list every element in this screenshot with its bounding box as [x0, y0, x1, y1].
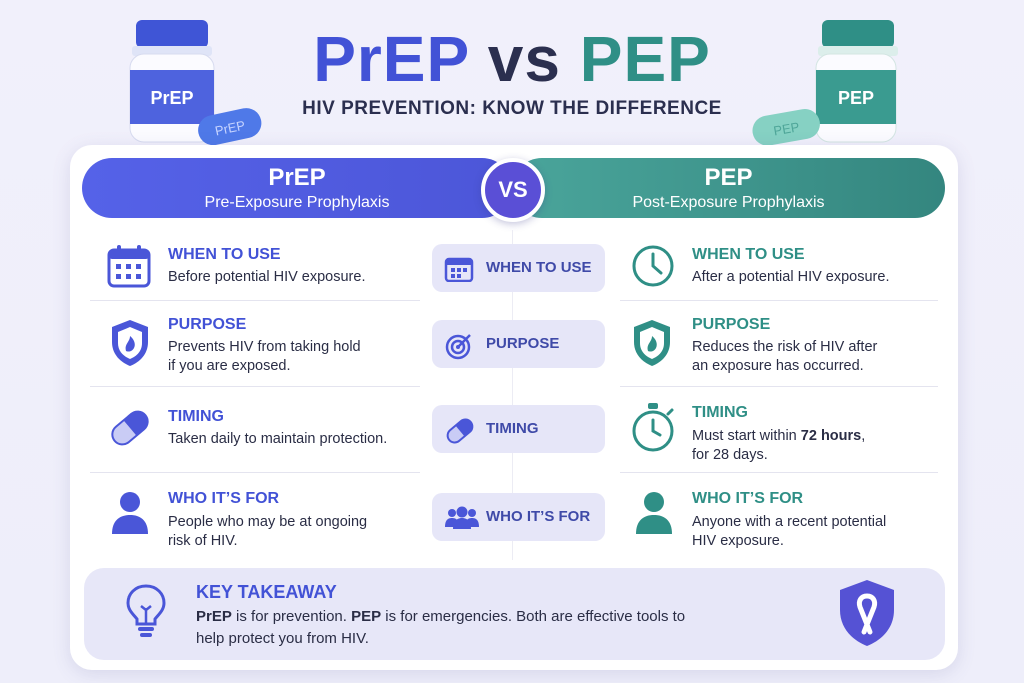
vs-badge: VS [481, 158, 545, 222]
row-label-timing-text: TIMING [486, 420, 539, 437]
prep-who-label: WHO IT’S FOR [168, 490, 280, 507]
target-icon [445, 334, 471, 360]
prep-pill-label: PrEP [214, 118, 247, 139]
shield-icon [112, 320, 148, 366]
pep-timing-label: TIMING [692, 404, 748, 421]
prep-purpose-text-1: Prevents HIV from taking hold [168, 339, 361, 355]
prep-header-name: PrEP [268, 164, 326, 191]
clock-icon [632, 245, 674, 287]
prep-bottle-icon: PrEP PrEP [129, 20, 262, 146]
person-icon [112, 492, 148, 534]
prep-who-text-2: risk of HIV. [168, 533, 238, 549]
pill-icon [111, 410, 149, 446]
takeaway-text-2: help protect you from HIV. [196, 630, 369, 647]
prep-header-full: Pre-Exposure Prophylaxis [204, 194, 390, 211]
calendar-icon [107, 245, 151, 288]
calendar-icon [444, 257, 474, 282]
row-divider [620, 300, 938, 301]
prep-purpose-label: PURPOSE [168, 316, 247, 333]
pep-bottle-label: PEP [838, 88, 874, 108]
pep-bottle-icon: PEP PEP [752, 20, 898, 146]
row-divider [620, 386, 938, 387]
shield-icon [634, 320, 670, 366]
key-takeaway-box [84, 568, 945, 660]
pill-icon [446, 418, 474, 444]
prep-when-text: Before potential HIV exposure. [168, 269, 366, 285]
pep-purpose-text-2: an exposure has occurred. [692, 358, 864, 374]
column-divider [512, 230, 513, 560]
prep-timing-text: Taken daily to maintain protection. [168, 431, 388, 447]
page-subtitle: HIV PREVENTION: KNOW THE DIFFERENCE [302, 98, 722, 119]
lightbulb-icon [126, 584, 166, 637]
pep-purpose-text-1: Reduces the risk of HIV after [692, 339, 878, 355]
row-label-timing: TIMING [432, 405, 605, 453]
pep-header: PEP Post-Exposure Prophylaxis [512, 158, 945, 218]
stopwatch-icon [632, 403, 674, 452]
person-icon [636, 492, 672, 534]
ribbon-shield-icon [840, 580, 894, 646]
prep-when-label: WHEN TO USE [168, 246, 281, 263]
row-divider [620, 472, 938, 473]
row-label-when-text: WHEN TO USE [486, 259, 592, 276]
group-icon [445, 506, 479, 529]
prep-who-text-1: People who may be at ongoing [168, 514, 368, 530]
prep-purpose-text-2: if you are exposed. [168, 358, 291, 374]
title-prep: PrEP [313, 23, 469, 95]
prep-bottle-label: PrEP [150, 88, 193, 108]
row-divider [90, 386, 420, 387]
pep-who-label: WHO IT’S FOR [692, 490, 804, 507]
page-title: PrEP vs PEP [0, 22, 1024, 96]
row-label-who-text: WHO IT’S FOR [486, 508, 591, 525]
takeaway-title: KEY TAKEAWAY [196, 582, 337, 602]
title-pep: PEP [579, 23, 711, 95]
pep-pill-label: PEP [772, 119, 800, 138]
pep-header-full: Post-Exposure Prophylaxis [632, 194, 825, 211]
row-label-purpose-text: PURPOSE [486, 335, 560, 352]
prep-header: PrEP Pre-Exposure Prophylaxis [82, 158, 512, 218]
prep-timing-label: TIMING [168, 408, 224, 425]
row-label-who: WHO IT’S FOR [432, 493, 605, 541]
pep-when-text: After a potential HIV exposure. [692, 269, 890, 285]
pep-timing-text-2: for 28 days. [692, 447, 768, 463]
pep-who-text-2: HIV exposure. [692, 533, 784, 549]
pep-who-text-1: Anyone with a recent potential [692, 514, 887, 530]
pep-when-label: WHEN TO USE [692, 246, 805, 263]
title-vs: vs [487, 23, 561, 95]
row-label-when: WHEN TO USE [432, 244, 605, 292]
pep-timing-text-1: Must start within 72 hours, [692, 428, 866, 444]
pep-header-name: PEP [704, 164, 753, 191]
row-divider [90, 300, 420, 301]
row-divider [90, 472, 420, 473]
takeaway-text-1: PrEP is for prevention. PEP is for emerg… [196, 608, 686, 625]
pep-purpose-label: PURPOSE [692, 316, 771, 333]
row-label-purpose: PURPOSE [432, 320, 605, 368]
